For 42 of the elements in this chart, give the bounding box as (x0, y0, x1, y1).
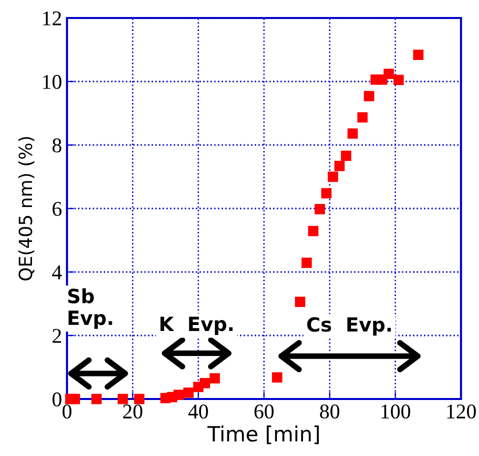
y-tick-label: 6 (52, 202, 62, 216)
y-tick-label: 0 (52, 392, 62, 406)
x-axis-title: Time [min] (207, 426, 319, 444)
point (302, 258, 312, 268)
x-tick-label: 20 (123, 404, 142, 419)
point (272, 372, 282, 383)
point (314, 204, 325, 214)
point (321, 188, 332, 198)
point (183, 388, 194, 398)
x-tick-label: 80 (320, 404, 340, 419)
point (118, 394, 128, 404)
point (91, 394, 102, 404)
point (334, 160, 345, 172)
x-tick-label: 40 (188, 404, 208, 419)
y-tick-label: 4 (52, 266, 62, 280)
point (134, 394, 144, 404)
point (340, 150, 352, 161)
point (173, 390, 184, 400)
x-tick-label: 100 (382, 404, 410, 419)
y-tick-label: 10 (43, 74, 62, 89)
x-tick-label: 0 (62, 404, 72, 419)
point (210, 373, 220, 384)
point (413, 50, 424, 60)
annotation: K Evp. (160, 316, 233, 335)
y-tick-label: 8 (52, 138, 62, 152)
y-tick-label: 12 (43, 11, 61, 26)
x-tick-label: 120 (447, 404, 476, 419)
point (384, 68, 394, 80)
point (348, 128, 358, 139)
point (70, 394, 80, 404)
annotation: Cs Evp. (307, 317, 391, 336)
x-tick-label: 60 (254, 404, 274, 419)
point (364, 90, 374, 102)
y-tick-label: 2 (52, 328, 61, 343)
y-axis-title: QE(405 nm) (%) (18, 137, 34, 280)
point (294, 296, 306, 307)
point (308, 226, 318, 236)
annotation: Sb Evp. (68, 288, 112, 329)
point (200, 378, 210, 388)
point (393, 74, 404, 86)
point (328, 172, 338, 182)
point (357, 112, 368, 123)
